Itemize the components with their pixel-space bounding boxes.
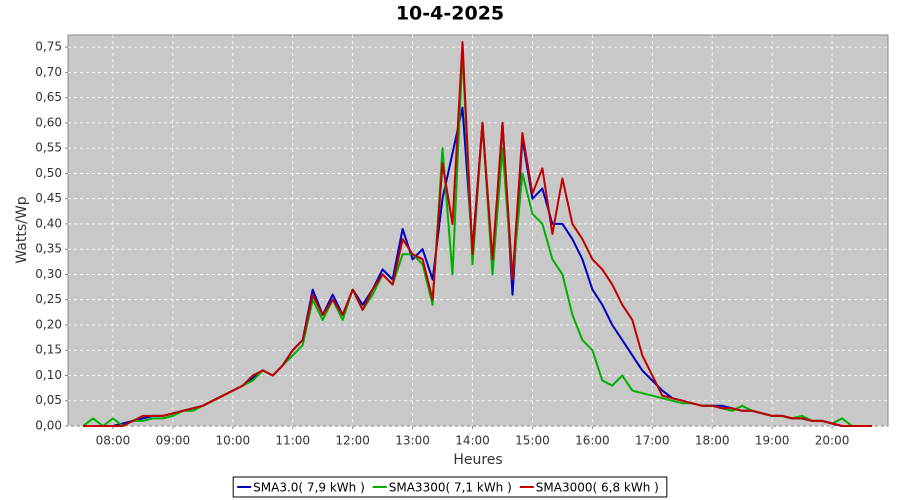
x-tick-label: 08:00 [96, 434, 131, 448]
y-tick-label: 0,15 [35, 343, 62, 357]
x-tick-label: 19:00 [755, 434, 790, 448]
y-tick-label: 0,30 [35, 267, 62, 281]
y-axis-label: Watts/Wp [14, 196, 30, 263]
y-tick-label: 0,20 [35, 317, 62, 331]
x-axis-label: Heures [453, 452, 502, 468]
y-tick-label: 0,65 [35, 90, 62, 104]
y-tick-label: 0,45 [35, 191, 62, 205]
chart-title: 10-4-2025 [396, 3, 504, 25]
x-tick-label: 16:00 [575, 434, 610, 448]
series-line [83, 41, 872, 427]
y-tick-label: 0,25 [35, 292, 62, 306]
x-tick-label: 10:00 [216, 434, 251, 448]
legend-label: SMA3.0( 7,9 kWh ) [253, 481, 365, 495]
y-tick-label: 0,35 [35, 242, 62, 256]
y-tick-label: 0,10 [35, 368, 62, 382]
y-tick-label: 0,75 [35, 40, 62, 54]
x-tick-label: 11:00 [275, 434, 310, 448]
legend-label: SMA3300( 7,1 kWh ) [389, 481, 512, 495]
y-tick-label: 0,40 [35, 216, 62, 230]
x-tick-label: 09:00 [156, 434, 191, 448]
x-tick-label: 17:00 [635, 434, 670, 448]
x-tick-label: 14:00 [455, 434, 490, 448]
legend-label: SMA3000( 6,8 kWh ) [536, 481, 659, 495]
y-tick-label: 0,60 [35, 115, 62, 129]
y-tick-label: 0,55 [35, 141, 62, 155]
y-tick-label: 0,05 [35, 393, 62, 407]
y-tick-label: 0,70 [35, 65, 62, 79]
plot-area [67, 34, 889, 427]
x-tick-label: 12:00 [335, 434, 370, 448]
x-tick-label: 15:00 [515, 434, 550, 448]
legend-box [232, 476, 668, 498]
y-tick-label: 0,00 [35, 419, 62, 433]
x-tick-label: 20:00 [815, 434, 850, 448]
x-tick-label: 18:00 [695, 434, 730, 448]
y-tick-label: 0,50 [35, 166, 62, 180]
x-tick-label: 13:00 [395, 434, 430, 448]
